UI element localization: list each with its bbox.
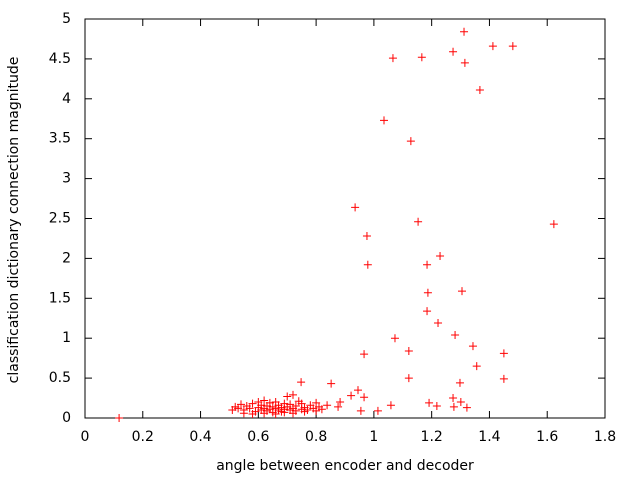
- y-tick-label: 4: [62, 91, 71, 107]
- point: [549, 220, 558, 229]
- point: [462, 403, 471, 412]
- point: [360, 393, 369, 402]
- point: [297, 378, 306, 387]
- point: [436, 252, 445, 261]
- point: [475, 86, 484, 95]
- point: [423, 260, 432, 269]
- point: [449, 402, 458, 411]
- x-tick-label: 1.8: [594, 429, 616, 445]
- x-tick-label: 0.4: [189, 429, 211, 445]
- point: [460, 27, 469, 36]
- point: [456, 398, 465, 407]
- point: [289, 390, 297, 399]
- point: [356, 406, 365, 415]
- point: [499, 349, 508, 358]
- point: [347, 391, 356, 400]
- x-tick-label: 0: [81, 429, 90, 445]
- x-tick-label: 1.2: [421, 429, 443, 445]
- point: [362, 232, 371, 241]
- y-tick-label: 2.5: [49, 211, 71, 227]
- point: [417, 53, 426, 62]
- point: [260, 396, 269, 405]
- point: [300, 407, 309, 416]
- point: [388, 54, 397, 63]
- point: [248, 399, 257, 408]
- point: [390, 334, 399, 343]
- point: [363, 260, 372, 269]
- point: [239, 409, 248, 418]
- point: [289, 409, 297, 418]
- point: [432, 402, 441, 411]
- y-tick-label: 3: [62, 171, 71, 187]
- x-tick-label: 1.4: [478, 429, 500, 445]
- point: [283, 392, 292, 401]
- point: [354, 386, 362, 395]
- point: [312, 406, 321, 415]
- point: [499, 374, 508, 383]
- y-tick-label: 0: [62, 410, 71, 426]
- point: [406, 137, 415, 146]
- y-tick-label: 4.5: [49, 51, 71, 67]
- y-tick-label: 5: [62, 11, 71, 27]
- point: [472, 362, 481, 371]
- x-tick-label: 1: [369, 429, 378, 445]
- point: [460, 58, 469, 67]
- y-tick-label: 0.5: [49, 370, 71, 386]
- point: [271, 410, 280, 419]
- x-tick-label: 1.6: [536, 429, 558, 445]
- y-tick-label: 3.5: [49, 131, 71, 147]
- point: [351, 203, 360, 212]
- point: [336, 398, 345, 407]
- point: [280, 408, 289, 417]
- point: [373, 406, 382, 415]
- point: [423, 288, 432, 297]
- point: [237, 400, 245, 409]
- x-tick-label: 0.2: [132, 429, 154, 445]
- point: [360, 350, 369, 359]
- point: [451, 331, 460, 340]
- x-tick-label: 0.8: [305, 429, 327, 445]
- point: [455, 378, 464, 387]
- point: [468, 342, 477, 351]
- point: [434, 319, 443, 328]
- point: [248, 410, 257, 419]
- x-axis-label: angle between encoder and decoder: [216, 458, 474, 474]
- point: [449, 47, 458, 56]
- point: [423, 307, 432, 316]
- point: [414, 217, 423, 226]
- point: [488, 42, 497, 51]
- y-axis-label: classification dictionary connection mag…: [6, 57, 22, 384]
- point: [404, 346, 413, 355]
- y-tick-label: 1: [62, 330, 71, 346]
- y-tick-label: 2: [62, 250, 71, 266]
- point: [323, 401, 332, 410]
- point: [245, 404, 254, 413]
- y-tick-label: 1.5: [49, 290, 71, 306]
- point: [317, 405, 326, 414]
- point: [458, 287, 466, 296]
- point: [449, 394, 458, 403]
- point: [404, 374, 413, 383]
- point: [334, 402, 343, 411]
- plot-frame: [84, 18, 606, 419]
- point: [425, 398, 434, 407]
- point: [327, 379, 336, 388]
- point: [508, 42, 517, 51]
- point: [260, 409, 269, 418]
- point: [380, 116, 388, 125]
- point: [386, 401, 395, 410]
- point: [115, 414, 124, 422]
- point: [291, 402, 300, 411]
- x-tick-label: 0.6: [247, 429, 269, 445]
